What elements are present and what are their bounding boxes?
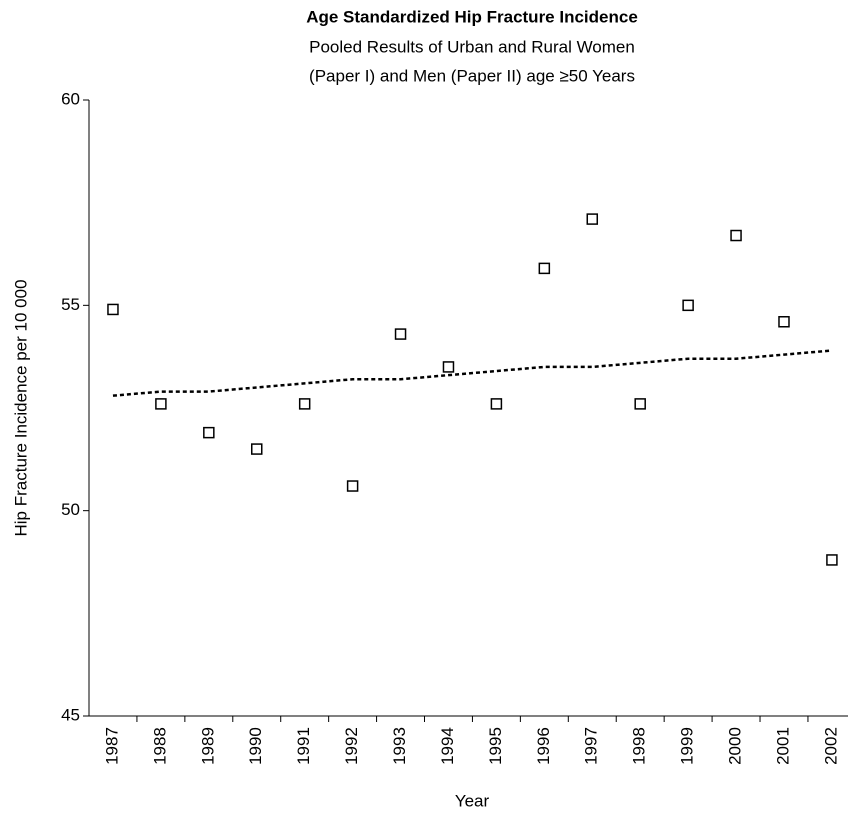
data-point [586,213,599,225]
x-tick-label: 1992 [342,727,361,765]
x-tick-label: 1994 [438,727,457,765]
trend-line [112,349,833,397]
chart-title: Age Standardized Hip Fracture Incidence [306,7,638,26]
y-tick-label: 60 [61,89,80,108]
x-tick-label: 1991 [294,727,313,765]
x-axis-label: Year [455,791,490,810]
data-point [634,398,646,410]
data-point [107,303,119,316]
x-tick-label: 1996 [534,727,553,765]
data-point [442,361,455,373]
data-point [203,426,215,439]
data-point [490,398,503,410]
data-point [826,554,838,566]
data-point [682,299,694,312]
y-tick-label: 55 [61,295,80,314]
chart-subtitle: (Paper I) and Men (Paper II) age ≥50 Yea… [309,66,635,85]
x-tick-label: 1993 [390,727,409,765]
x-tick-label: 2000 [726,727,745,765]
data-point [155,398,167,410]
data-point [538,262,551,275]
data-point [778,316,790,328]
x-tick-label: 1999 [678,727,697,765]
x-tick-label: 1995 [486,727,505,765]
data-point [346,480,359,492]
x-tick-label: 1987 [102,727,121,765]
x-tick-label: 1988 [150,727,169,765]
chart-subtitle: Pooled Results of Urban and Rural Women [309,37,635,56]
data-point [730,229,742,242]
y-tick-label: 45 [61,705,80,724]
x-tick-label: 2002 [821,727,840,765]
data-point [298,398,311,410]
data-point [394,328,407,340]
x-tick-label: 1989 [198,727,217,765]
data-point [251,443,263,455]
x-tick-label: 1997 [582,727,601,765]
y-axis-label: Hip Fracture Incidence per 10 000 [11,279,30,536]
x-tick-label: 1990 [246,727,265,765]
x-tick-label: 2001 [773,727,792,765]
y-tick-label: 50 [61,500,80,519]
x-tick-label: 1998 [630,727,649,765]
